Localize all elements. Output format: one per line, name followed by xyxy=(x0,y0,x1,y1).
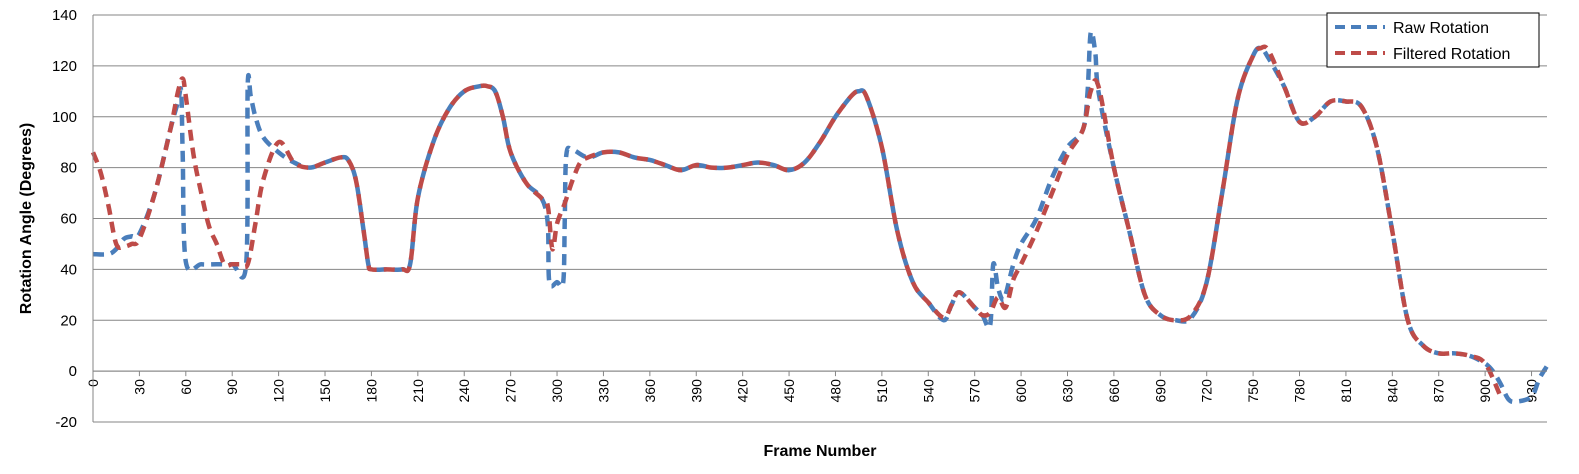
y-tick-label: 0 xyxy=(69,363,77,380)
y-axis-title: Rotation Angle (Degrees) xyxy=(18,123,35,314)
x-tick-label: 780 xyxy=(1292,379,1308,403)
x-tick-label: 150 xyxy=(317,379,333,403)
series-layer xyxy=(90,29,1549,405)
x-tick-label: 300 xyxy=(549,379,565,403)
x-tick-label: 480 xyxy=(827,379,843,403)
y-tick-labels: -20 0 20 40 60 80 100 120 140 xyxy=(52,7,77,431)
x-tick-label: 180 xyxy=(363,379,379,403)
x-tick-label: 660 xyxy=(1106,379,1122,403)
x-tick-label: 360 xyxy=(642,379,658,403)
legend: Raw Rotation Filtered Rotation xyxy=(1326,12,1540,68)
x-tick-label: 540 xyxy=(920,379,936,403)
y-tick-label: 100 xyxy=(52,109,77,126)
x-tick-label: 630 xyxy=(1059,379,1075,403)
y-tick-label: -20 xyxy=(55,414,77,431)
x-tick-label: 240 xyxy=(456,379,472,403)
x-tick-label: 570 xyxy=(967,379,983,403)
x-tick-label: 120 xyxy=(271,379,287,403)
legend-label-raw-rotation: Raw Rotation xyxy=(1393,20,1489,37)
y-tick-label: 60 xyxy=(60,211,77,228)
legend-label-filtered-rotation: Filtered Rotation xyxy=(1393,46,1510,63)
y-tick-label: 80 xyxy=(60,160,77,177)
series-raw-rotation-line xyxy=(92,29,1549,405)
x-tick-label: 210 xyxy=(410,379,426,403)
x-tick-label: 600 xyxy=(1013,379,1029,403)
x-tick-label: 720 xyxy=(1199,379,1215,403)
x-tick-label: 750 xyxy=(1245,379,1261,403)
x-tick-label: 60 xyxy=(178,379,194,395)
x-tick-label: 690 xyxy=(1152,379,1168,403)
x-tick-label: 510 xyxy=(874,379,890,403)
x-tick-label: 450 xyxy=(781,379,797,403)
series-filtered-rotation-line xyxy=(90,44,1503,398)
y-tick-label: 20 xyxy=(60,312,77,329)
y-tick-label: 120 xyxy=(52,58,77,75)
x-tick-label: 270 xyxy=(503,379,519,403)
x-tick-label: 30 xyxy=(131,379,147,395)
x-tick-labels: 0306090120150180210240270300330360390420… xyxy=(85,371,1540,402)
x-tick-label: 390 xyxy=(688,379,704,403)
gridlines xyxy=(93,14,1547,423)
x-tick-label: 90 xyxy=(224,379,240,395)
x-tick-label: 810 xyxy=(1338,379,1354,403)
x-tick-label: 900 xyxy=(1477,379,1493,403)
legend-box xyxy=(1326,12,1540,68)
x-tick-label: 420 xyxy=(735,379,751,403)
y-tick-label: 140 xyxy=(52,7,77,24)
x-tick-label: 840 xyxy=(1384,379,1400,403)
y-tick-label: 40 xyxy=(60,261,77,278)
x-tick-label: 870 xyxy=(1431,379,1447,403)
x-tick-label: 330 xyxy=(595,379,611,403)
x-axis-title: Frame Number xyxy=(764,443,877,460)
